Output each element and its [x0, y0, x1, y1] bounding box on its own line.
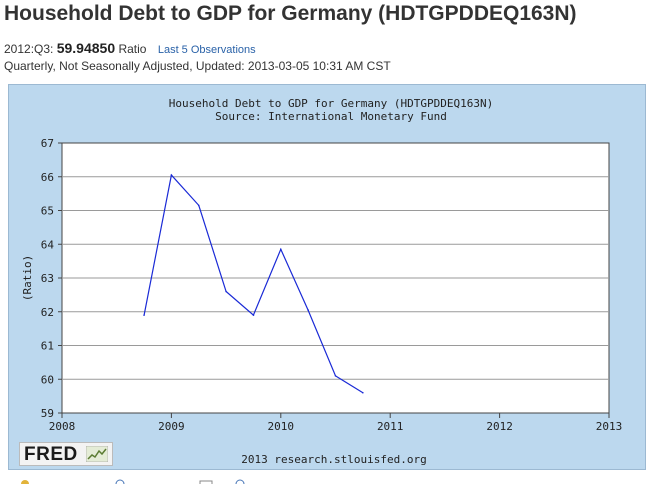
- radio-icon[interactable]: [235, 479, 245, 484]
- mini-chart-icon: [86, 446, 108, 462]
- y-tick-label: 59: [41, 407, 54, 420]
- data-point: [280, 248, 282, 251]
- chart-title: Household Debt to GDP for Germany (HDTGP…: [169, 97, 494, 110]
- observation-date: 2012:Q3:: [4, 42, 54, 56]
- checkbox-icon[interactable]: [199, 480, 213, 484]
- y-tick-label: 62: [41, 306, 54, 319]
- y-tick-label: 63: [41, 272, 54, 285]
- data-point: [170, 174, 173, 176]
- orange-dot-icon: [21, 480, 29, 484]
- y-tick-label: 61: [41, 340, 54, 353]
- chart-svg: Household Debt to GDP for Germany (HDTGP…: [21, 97, 623, 466]
- observation-unit: Ratio: [118, 42, 147, 56]
- axis-labels: 59 60 61 62 63 64 65 66 67 2008 2009 2010 2011 2012 20…: [41, 137, 623, 433]
- x-tick-label: 2009: [158, 420, 185, 433]
- x-tick-label: 2008: [49, 420, 76, 433]
- y-tick-label: 65: [41, 205, 54, 218]
- page-title: Household Debt to GDP for Germany (HDTGP…: [4, 2, 577, 25]
- data-point: [197, 204, 200, 207]
- radio-icon[interactable]: [115, 479, 125, 484]
- x-tick-label: 2013: [596, 420, 623, 433]
- series-metadata: Quarterly, Not Seasonally Adjusted, Upda…: [4, 59, 391, 73]
- source-credit: 2013 research.stlouisfed.org: [241, 453, 426, 466]
- chart-subtitle: Source: International Monetary Fund: [215, 110, 447, 123]
- fred-logo-text: FRED: [24, 444, 78, 465]
- y-tick-label: 66: [41, 171, 54, 184]
- data-point: [225, 290, 227, 293]
- data-point: [143, 314, 145, 316]
- observation-value: 59.94850: [56, 40, 116, 56]
- chart-panel: Household Debt to GDP for Germany (HDTGP…: [8, 84, 646, 470]
- x-tick-label: 2012: [486, 420, 513, 433]
- fred-logo[interactable]: FRED: [19, 442, 113, 466]
- data-point: [362, 391, 364, 394]
- data-point: [307, 309, 309, 311]
- grid-lines: [58, 142, 610, 418]
- observation-line: 2012:Q3: 59.94850 Ratio Last 5 Observati…: [4, 40, 256, 56]
- data-point: [252, 314, 255, 316]
- y-tick-label: 67: [41, 137, 54, 150]
- data-point: [334, 375, 337, 377]
- y-axis-label: (Ratio): [21, 255, 34, 301]
- last-5-observations-link[interactable]: Last 5 Observations: [157, 44, 256, 56]
- bottom-controls-strip: [21, 479, 245, 484]
- x-tick-label: 2011: [377, 420, 404, 433]
- x-tick-label: 2010: [268, 420, 295, 433]
- y-tick-label: 60: [41, 373, 54, 386]
- y-tick-label: 64: [41, 238, 55, 251]
- series-layer: [143, 173, 364, 394]
